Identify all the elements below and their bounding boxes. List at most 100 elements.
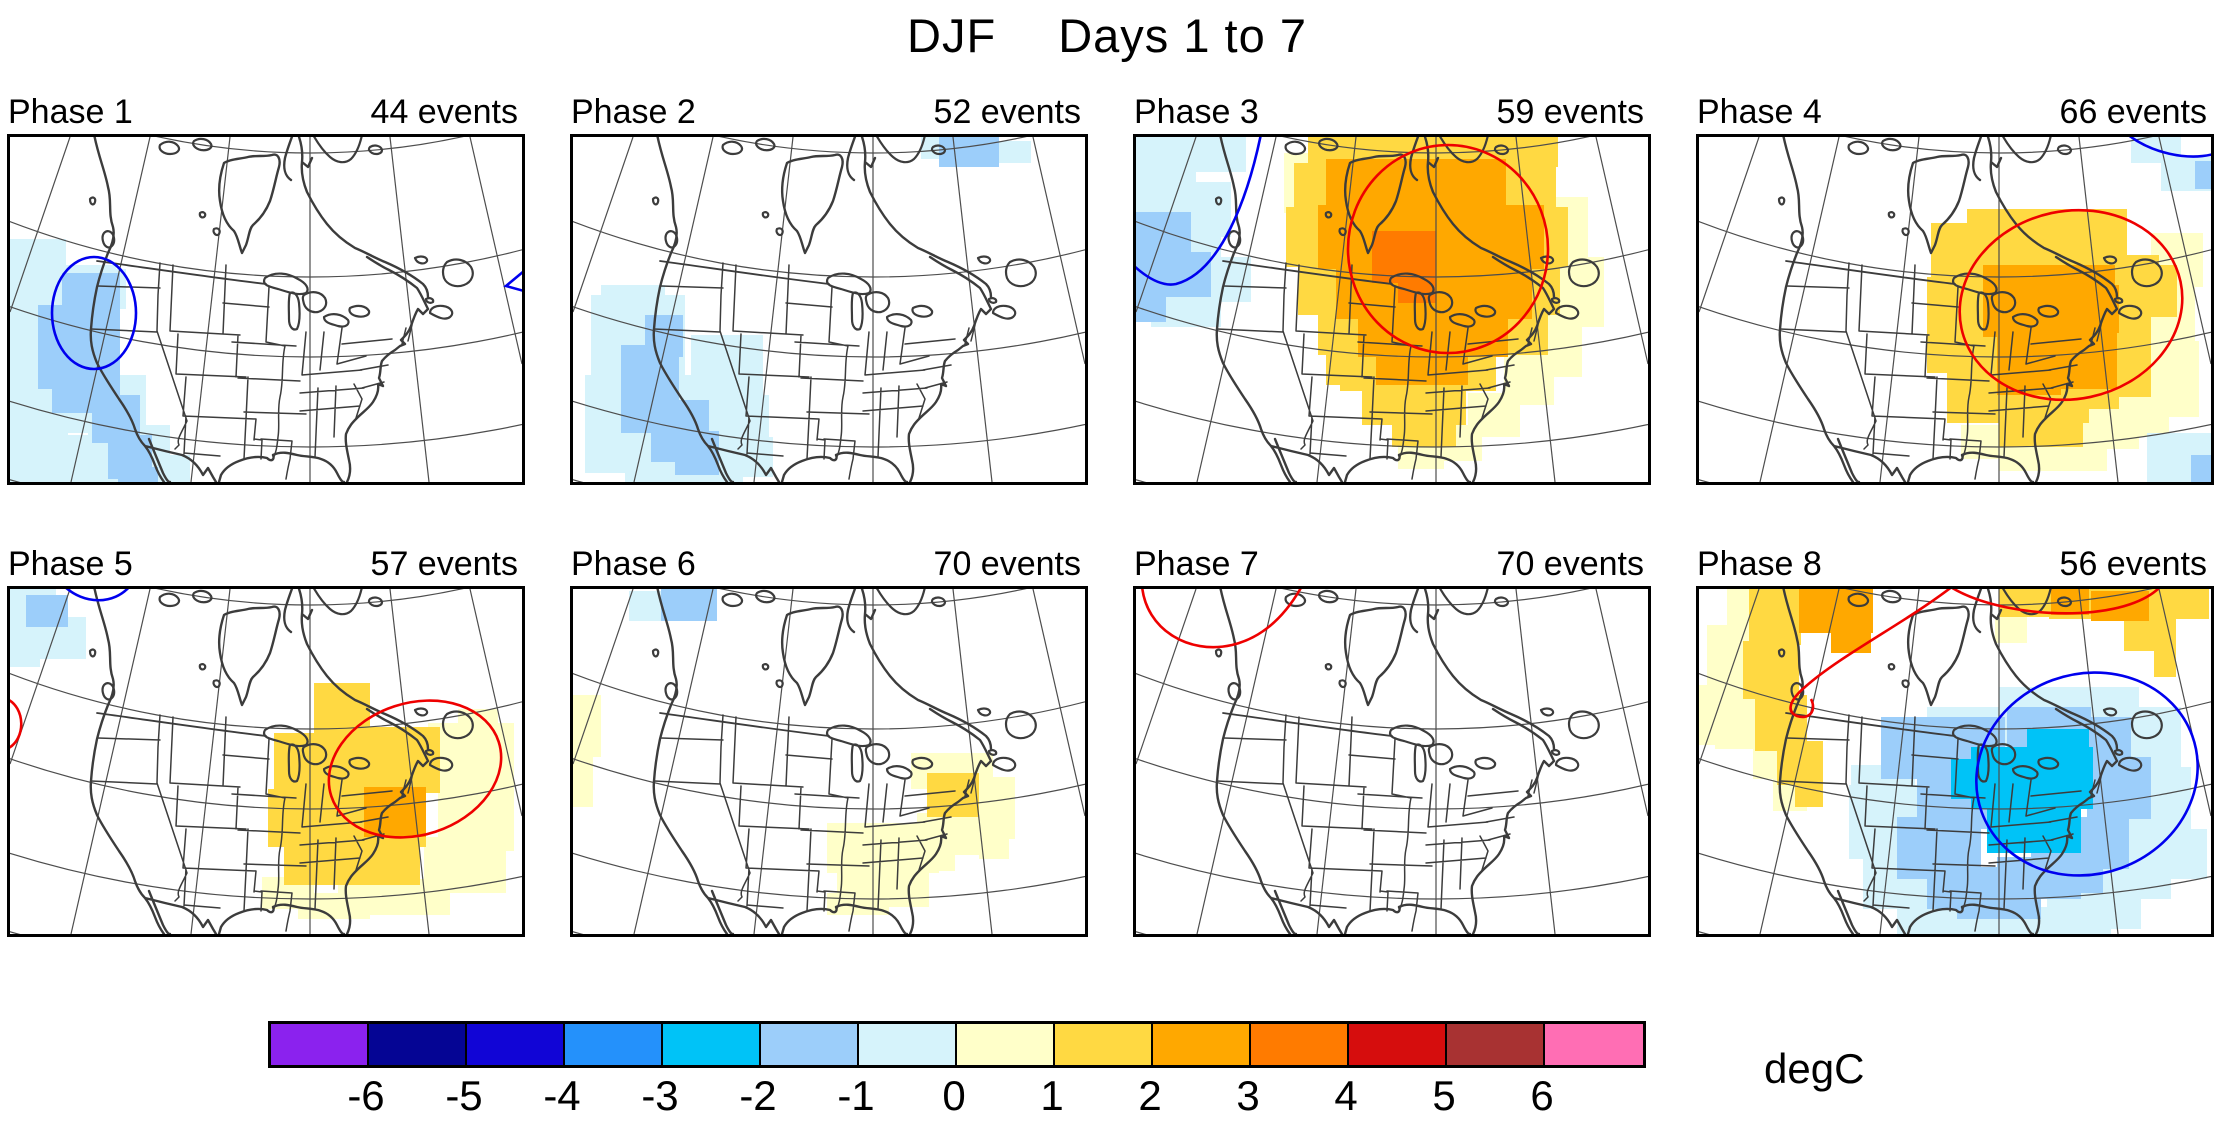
phase-label: Phase 2 [571,93,696,131]
colorbar-segment [1055,1024,1153,1065]
phase-label: Phase 1 [8,93,133,131]
anomaly-cell [903,841,955,871]
anomaly-cell [927,773,979,817]
anomaly-cell [1951,759,1991,799]
anomaly-cell [1699,685,1717,745]
red-significance-contour [1951,589,2160,615]
contour-layer [10,589,503,839]
colorbar-segment [1251,1024,1349,1065]
anomaly-cell [1795,779,1823,807]
anomaly-cell [939,137,999,167]
contour-layer [50,255,522,371]
colorbar-tick-label: -1 [837,1072,875,1119]
anomaly-cell [1743,641,1799,699]
anomaly-cell [2151,829,2207,879]
phase-6-panel: Phase 6 70 events [570,545,1088,937]
blue-significance-contour [1975,671,2199,877]
events-label: 70 events [1496,545,1644,583]
phase-5-panel: Phase 5 57 events [7,545,525,937]
anomaly-shading-layer [585,137,1031,482]
colorbar-tick-label: 6 [1530,1072,1554,1119]
anomaly-cell [573,695,601,757]
anomaly-cell [2191,455,2211,482]
anomaly-cell [1999,415,2083,447]
phase-5-map [7,586,525,937]
colorbar-segment [369,1024,467,1065]
blue-significance-contour [2128,137,2211,158]
colorbar-segment [957,1024,1055,1065]
contour-layer [1789,589,2199,877]
basemap-layer [1214,589,1600,934]
anomaly-cell [2115,265,2177,317]
anomaly-shading-layer [1136,137,1604,469]
anomaly-cell [1161,252,1211,297]
colorbar-segment [1545,1024,1643,1065]
phase-label: Phase 5 [8,545,133,583]
anomaly-cell [1995,617,2027,643]
red-significance-contour [1958,208,2184,402]
phase-label: Phase 8 [1697,545,1822,583]
phase-label: Phase 7 [1134,545,1259,583]
blue-significance-contour [503,270,522,292]
contour-layer [1141,589,1302,649]
anomaly-cell [997,141,1031,163]
colorbar-tick-label: -6 [347,1072,385,1119]
anomaly-cell [1136,137,1196,187]
panel-header: Phase 7 70 events [1133,545,1645,583]
anomaly-cell [368,727,440,789]
colorbar-tick-label: -4 [543,1072,581,1119]
anomaly-cell [2195,161,2211,189]
contour-layer [1958,137,2211,402]
anomaly-cell [1326,159,1506,211]
anomaly-cell [38,305,70,389]
figure-title: DJF Days 1 to 7 [907,9,1307,62]
phase-6-map [570,586,1088,937]
anomaly-cell [2091,591,2149,621]
phase-label: Phase 3 [1134,93,1259,131]
colorbar-segment [1349,1024,1447,1065]
panel-header: Phase 5 57 events [7,545,519,583]
phase-7-panel: Phase 7 70 events [1133,545,1651,937]
colorbar-segment [859,1024,957,1065]
anomaly-cell [1358,313,1508,357]
anomaly-cell [2161,589,2209,619]
colorbar-segment [1153,1024,1251,1065]
anomaly-cell [1999,449,2107,471]
panel-header: Phase 3 59 events [1133,93,1645,131]
anomaly-cell [26,595,68,627]
anomaly-cell [2119,397,2169,437]
anomaly-cell [1799,589,1873,633]
phase-label: Phase 6 [571,545,696,583]
colorbar-unit-label: degC [1764,1045,1865,1092]
contour-layer [1136,137,1550,355]
blue-significance-contour [65,589,129,602]
events-label: 52 events [933,93,1081,131]
anomaly-cell [1749,589,1801,645]
phase-2-map [570,134,1088,485]
colorbar-tick-label: -2 [739,1072,777,1119]
phase-7-map [1133,586,1651,937]
panel-header: Phase 2 52 events [570,93,1082,131]
phase-2-panel: Phase 2 52 events [570,93,1088,485]
anomaly-cell [2124,617,2176,651]
anomaly-cell [661,589,717,621]
phase-8-map [1696,586,2214,937]
colorbar-tick-label: 0 [942,1072,966,1119]
red-significance-contour [327,699,503,839]
panel-header: Phase 6 70 events [570,545,1082,583]
events-label: 59 events [1496,93,1644,131]
red-significance-contour [10,699,23,749]
anomaly-cell [573,751,593,807]
anomaly-shading-layer [1699,589,2209,934]
panel-grid: Phase 1 44 events Phase 2 52 events Phas… [7,93,2214,937]
phase-label: Phase 4 [1697,93,1822,131]
anomaly-shading-layer [573,589,1015,915]
blue-significance-contour [50,255,138,371]
anomaly-cell [118,467,158,482]
events-label: 56 events [2059,545,2207,583]
phase-1-panel: Phase 1 44 events [7,93,525,485]
events-label: 44 events [370,93,518,131]
colorbar-tick-label: 4 [1334,1072,1358,1119]
phase-3-map [1133,134,1651,485]
colorbar-segment [565,1024,663,1065]
